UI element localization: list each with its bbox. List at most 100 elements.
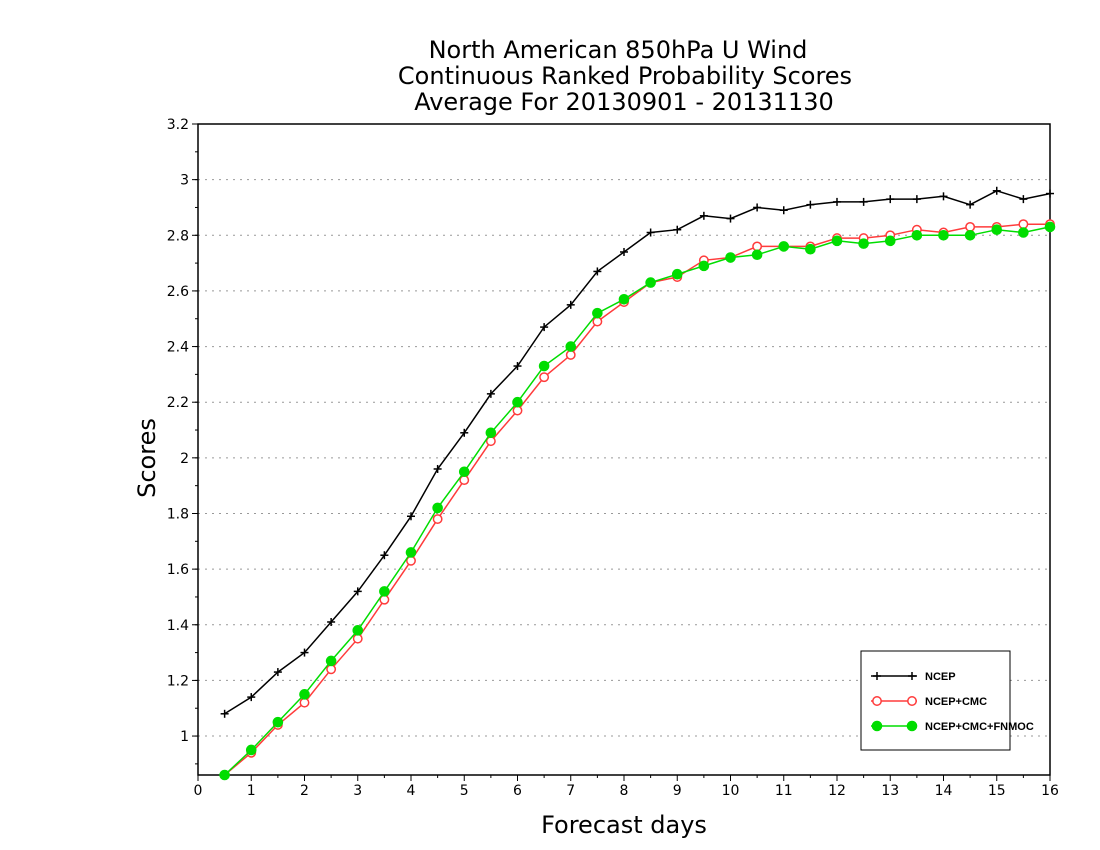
data-point-filled-circle [538,360,550,372]
data-point-plus [908,672,916,680]
series-layer [219,186,1056,781]
data-point-plus [353,587,362,596]
x-tick-label: 5 [460,783,469,799]
data-point-open-circle [299,697,310,708]
series-line [224,189,1051,715]
data-point-filled-circle [299,689,310,700]
series-ncep [220,186,1054,718]
data-point-plus [806,200,815,209]
data-point-filled-circle [325,655,337,667]
data-point-filled-circle [858,238,869,249]
y-tick-label: 3.2 [167,117,189,133]
chart-title-line-1: North American 850hPa U Wind [429,36,808,64]
data-point-plus [673,225,682,234]
y-tick-label: 1.4 [167,618,189,634]
data-point-filled-circle [778,241,790,252]
y-tick-label: 1 [180,729,189,745]
data-point-open-circle [907,696,917,706]
data-point-filled-circle [565,341,577,352]
data-point-filled-circle [911,229,923,241]
x-tick-label: 14 [935,783,953,799]
data-point-plus [407,512,415,521]
data-point-filled-circle [405,547,417,558]
data-point-filled-circle [698,260,710,272]
data-point-plus [486,389,495,398]
data-point-open-circle [1018,219,1029,230]
legend-label: NCEP+CMC [925,696,987,708]
data-point-filled-circle [618,293,630,305]
data-point-filled-circle [245,744,257,756]
data-point-plus [247,693,256,702]
data-point-plus [220,709,229,718]
data-point-open-circle [326,664,337,675]
data-point-filled-circle [831,235,843,247]
data-point-filled-circle [219,769,230,781]
x-tick-label: 2 [300,783,309,799]
x-tick-label: 3 [353,783,362,799]
x-tick-label: 6 [513,783,522,799]
data-point-plus [886,195,895,204]
data-point-open-circle [592,316,603,327]
data-point-plus [833,197,841,206]
data-point-plus [540,323,549,332]
data-point-filled-circle [592,307,603,319]
x-tick-label: 8 [620,783,629,799]
data-point-filled-circle [379,586,390,597]
data-point-open-circle [512,405,523,416]
data-point-filled-circle [884,235,896,247]
y-tick-label: 1.8 [167,506,189,522]
data-point-filled-circle [906,720,918,732]
data-point-plus [380,551,389,560]
x-tick-label: 11 [775,783,793,799]
data-point-open-circle [965,221,976,232]
data-point-plus [433,464,442,473]
x-axis-title: Forecast days [541,811,707,839]
data-point-plus [753,203,762,212]
data-point-plus [1019,195,1028,204]
data-point-filled-circle [485,427,497,439]
x-tick-label: 1 [247,783,256,799]
series-ncep-cmc-fnmoc [219,221,1056,781]
data-point-plus [566,300,575,309]
legend-entry: NCEP+CMC [871,696,987,708]
y-tick-label: 2.8 [167,228,189,244]
data-point-plus [726,214,735,223]
data-point-open-circle [872,696,882,706]
data-point-plus [593,267,602,276]
y-tick-label: 3 [180,173,189,189]
data-point-filled-circle [458,466,470,478]
chart-title-line-3: Average For 20130901 - 20131130 [414,88,834,116]
data-point-filled-circle [645,277,656,288]
x-tick-label: 10 [722,783,740,799]
data-point-plus [646,228,655,237]
data-point-plus [273,668,282,677]
legend-label: NCEP+CMC+FNMOC [925,721,1034,733]
data-point-filled-circle [1044,221,1056,233]
data-point-open-circle [459,475,470,486]
data-point-filled-circle [725,252,736,263]
data-point-plus [300,648,309,657]
data-point-filled-circle [1018,227,1029,238]
data-point-open-circle [352,633,363,644]
data-point-filled-circle [352,625,364,636]
data-point-plus [620,247,628,256]
chart-title-line-2: Continuous Ranked Probability Scores [398,62,852,90]
data-point-filled-circle [432,502,443,514]
data-point-open-circle [752,241,763,252]
data-point-plus [327,617,336,626]
x-tick-label: 16 [1041,783,1059,799]
data-point-plus [912,195,921,204]
data-point-filled-circle [751,249,763,261]
data-point-open-circle [539,372,550,383]
y-tick-label: 1.2 [167,673,189,689]
data-point-filled-circle [805,243,816,255]
data-point-plus [779,206,788,215]
data-point-plus [873,672,881,680]
data-point-plus [460,428,469,437]
y-tick-label: 1.6 [167,562,189,578]
data-point-filled-circle [512,396,523,408]
y-tick-label: 2 [180,451,189,467]
x-tick-label: 13 [881,783,899,799]
x-tick-label: 15 [988,783,1006,799]
